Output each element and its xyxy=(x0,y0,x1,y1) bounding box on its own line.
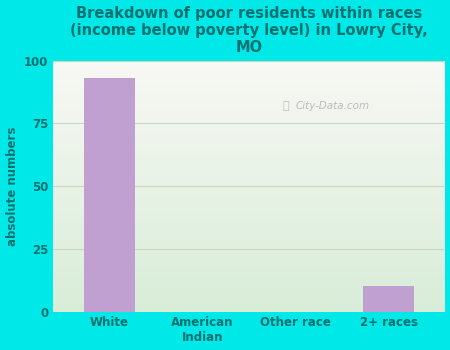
Bar xyxy=(363,287,414,312)
Bar xyxy=(84,78,135,312)
Title: Breakdown of poor residents within races
(income below poverty level) in Lowry C: Breakdown of poor residents within races… xyxy=(70,6,428,55)
Text: ⓘ: ⓘ xyxy=(282,101,289,111)
Text: City-Data.com: City-Data.com xyxy=(296,101,370,111)
Y-axis label: absolute numbers: absolute numbers xyxy=(5,126,18,246)
